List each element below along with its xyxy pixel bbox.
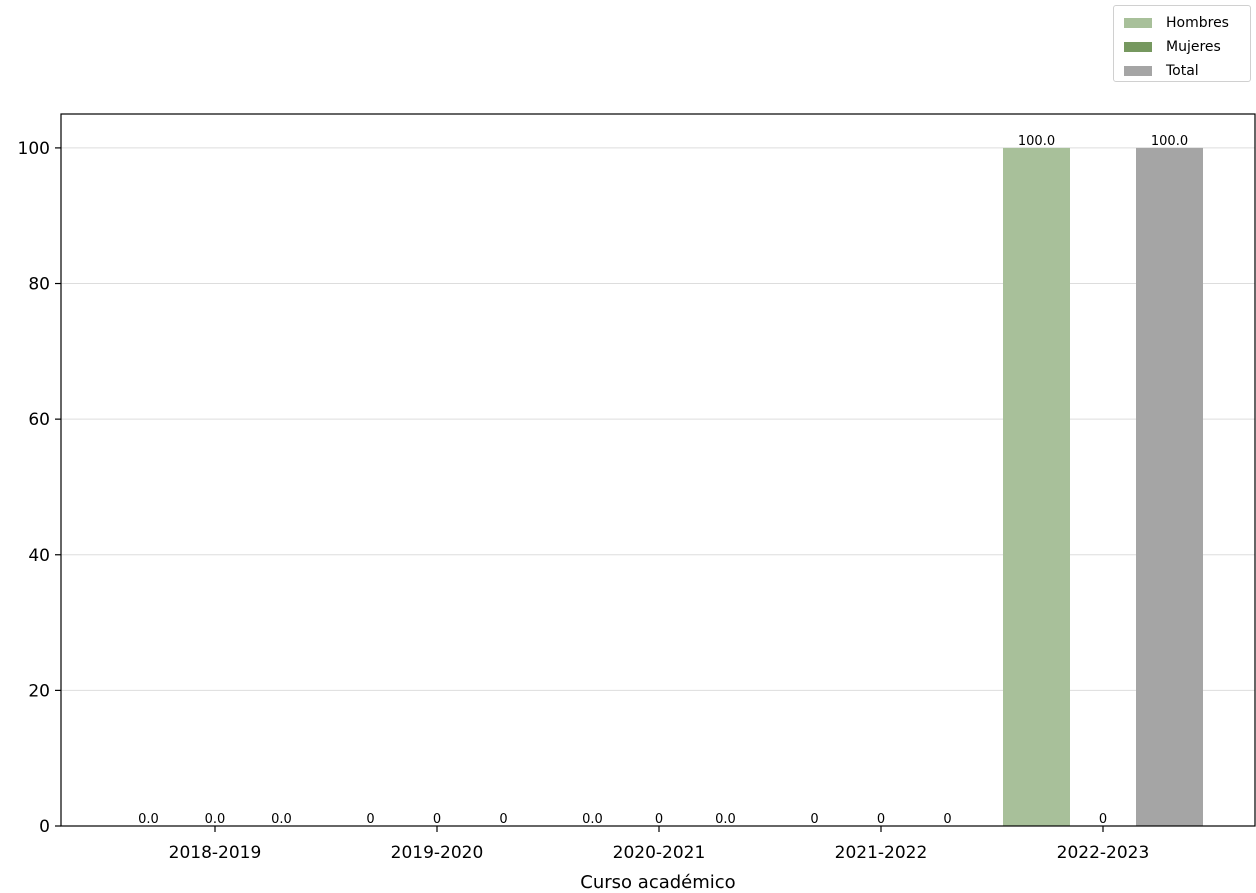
y-axis: 0 20 40 60 80 100 <box>18 139 61 837</box>
data-label-total: 0 <box>499 812 507 827</box>
data-label-hombres: 0.0 <box>138 812 159 827</box>
y-tick-label: 0 <box>39 817 50 837</box>
legend-swatch-total <box>1124 66 1152 76</box>
plot-area-frame <box>60 113 1256 827</box>
data-label-hombres: 0 <box>366 812 374 827</box>
y-tick-label: 100 <box>18 139 50 159</box>
x-axis-title: Curso académico <box>580 872 735 893</box>
x-tick-label: 2019-2020 <box>391 843 484 863</box>
data-label-mujeres: 0 <box>433 812 441 827</box>
legend-item-mujeres: Mujeres <box>1124 35 1250 59</box>
data-labels: 0.0 0 0.0 0 100.0 0.0 0 0 0 0 0.0 0 0.0 0 100.0 <box>138 134 1188 827</box>
data-label-mujeres: 0 <box>1099 812 1107 827</box>
x-tick-label: 2021-2022 <box>835 843 928 863</box>
data-label-mujeres: 0.0 <box>205 812 226 827</box>
data-label-total: 100.0 <box>1151 134 1188 149</box>
bar-total <box>1136 147 1203 826</box>
legend-label-hombres: Hombres <box>1166 15 1229 31</box>
legend-swatch-hombres <box>1124 18 1152 28</box>
y-tick-label: 80 <box>28 275 50 295</box>
x-tick-label: 2018-2019 <box>169 843 262 863</box>
legend-swatch-mujeres <box>1124 42 1152 52</box>
x-tick-label: 2020-2021 <box>613 843 706 863</box>
grid-lines <box>61 147 1255 827</box>
legend-item-hombres: Hombres <box>1124 11 1250 35</box>
x-axis: 2018-2019 2019-2020 2020-2021 2021-2022 2022… <box>169 826 1150 863</box>
y-tick-label: 40 <box>28 546 50 566</box>
y-tick-label: 20 <box>28 681 50 701</box>
data-label-hombres: 0 <box>810 812 818 827</box>
legend: Hombres Mujeres Total <box>1113 5 1251 82</box>
legend-item-total: Total <box>1124 59 1250 83</box>
data-label-total: 0.0 <box>715 812 736 827</box>
data-label-mujeres: 0 <box>655 812 663 827</box>
data-label-total: 0.0 <box>271 812 292 827</box>
legend-label-mujeres: Mujeres <box>1166 39 1221 55</box>
x-tick-label: 2022-2023 <box>1057 843 1150 863</box>
y-tick-label: 60 <box>28 410 50 430</box>
data-label-hombres: 0.0 <box>582 812 603 827</box>
bar-hombres <box>1003 147 1070 826</box>
legend-label-total: Total <box>1166 63 1199 79</box>
data-label-total: 0 <box>943 812 951 827</box>
bars <box>1003 147 1203 826</box>
data-label-hombres: 100.0 <box>1018 134 1055 149</box>
data-label-mujeres: 0 <box>877 812 885 827</box>
